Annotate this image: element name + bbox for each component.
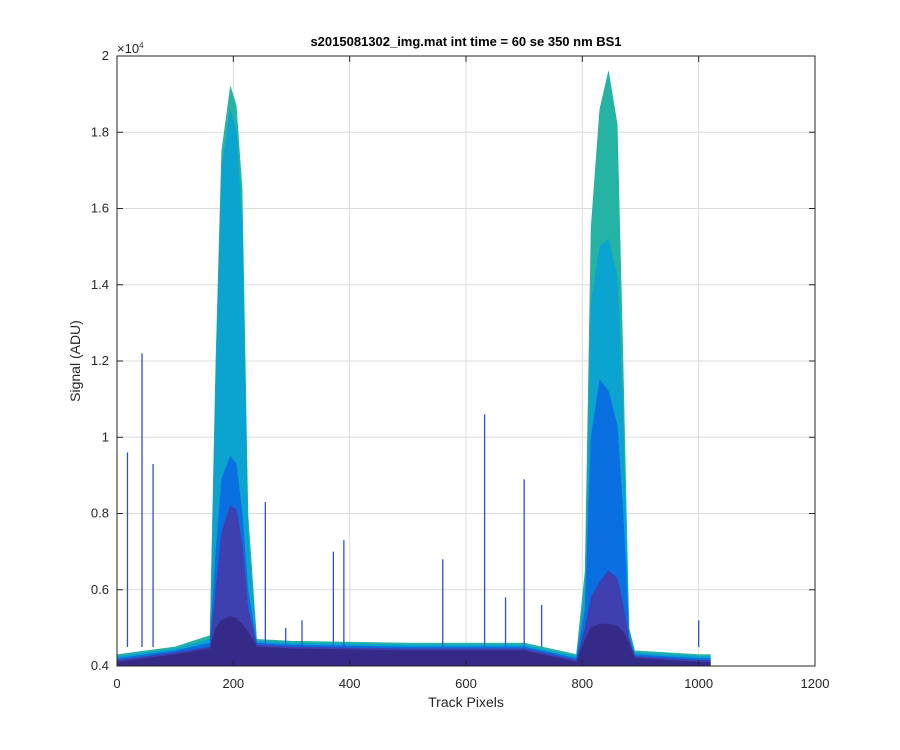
- x-tick-label: 1200: [801, 676, 830, 691]
- y-tick-label: 0.6: [91, 582, 109, 597]
- chart-title: s2015081302_img.mat int time = 60 se 350…: [310, 34, 621, 49]
- x-tick-label: 800: [571, 676, 593, 691]
- y-tick-label: 0.4: [91, 658, 109, 673]
- y-tick-label: 1.4: [91, 277, 109, 292]
- y-tick-label: 0.8: [91, 506, 109, 521]
- spikes-group: [126, 353, 700, 647]
- x-tick-label: 1000: [684, 676, 713, 691]
- y-tick-label: 1: [102, 429, 109, 444]
- x-tick-label: 200: [222, 676, 244, 691]
- series-area-4: [116, 505, 711, 667]
- ticks: 0 200 400 600 800 1000 1200 0.4 0.6 0.8 1 1.2 1.4 1.6…: [91, 48, 830, 691]
- x-tick-label: 600: [455, 676, 477, 691]
- y-tick-label: 1.8: [91, 124, 109, 139]
- y-exponent-base: ×10: [117, 41, 139, 56]
- y-axis-exponent: ×104: [117, 41, 144, 56]
- x-axis-title: Track Pixels: [428, 694, 504, 710]
- y-tick-label: 1.6: [91, 201, 109, 216]
- series-group: [116, 71, 711, 667]
- y-tick-label: 2: [102, 48, 109, 63]
- series-area-5: [116, 616, 711, 667]
- y-axis-title: Signal (ADU): [67, 320, 83, 402]
- x-tick-label: 0: [113, 676, 120, 691]
- y-exponent-power: 4: [139, 41, 144, 50]
- x-tick-label: 400: [339, 676, 361, 691]
- y-tick-label: 1.2: [91, 353, 109, 368]
